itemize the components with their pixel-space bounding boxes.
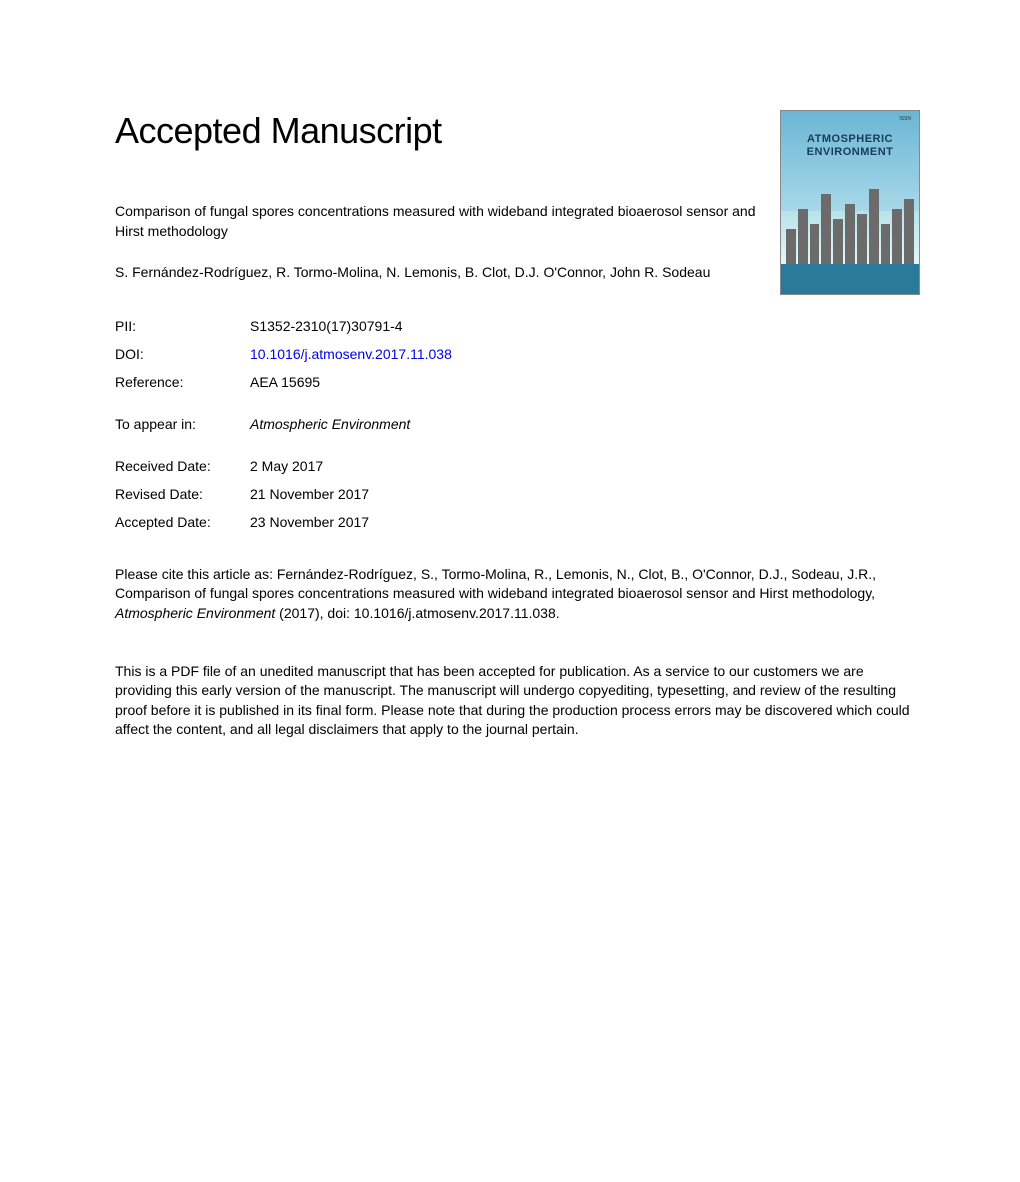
article-authors: S. Fernández-Rodríguez, R. Tormo-Molina,… bbox=[115, 263, 775, 283]
doi-label: DOI: bbox=[115, 346, 250, 362]
metadata-row-accepted: Accepted Date: 23 November 2017 bbox=[115, 514, 920, 530]
building-bar bbox=[845, 204, 855, 264]
cover-journal-title: ATMOSPHERIC ENVIRONMENT bbox=[781, 133, 919, 159]
revised-value: 21 November 2017 bbox=[250, 486, 369, 502]
citation-journal: Atmospheric Environment bbox=[115, 605, 275, 621]
building-bar bbox=[881, 224, 891, 264]
building-bar bbox=[904, 199, 914, 264]
citation-prefix: Please cite this article as: Fernández-R… bbox=[115, 566, 876, 602]
page-title: Accepted Manuscript bbox=[115, 110, 442, 152]
cover-title-line2: ENVIRONMENT bbox=[807, 146, 894, 158]
metadata-row-reference: Reference: AEA 15695 bbox=[115, 374, 920, 390]
metadata-row-received: Received Date: 2 May 2017 bbox=[115, 458, 920, 474]
cover-title-line1: ATMOSPHERIC bbox=[807, 133, 893, 145]
cover-skyline bbox=[781, 184, 919, 264]
received-value: 2 May 2017 bbox=[250, 458, 323, 474]
building-bar bbox=[892, 209, 902, 264]
doi-link[interactable]: 10.1016/j.atmosenv.2017.11.038 bbox=[250, 346, 452, 362]
citation-suffix: (2017), doi: 10.1016/j.atmosenv.2017.11.… bbox=[275, 605, 559, 621]
building-bar bbox=[857, 214, 867, 264]
building-bar bbox=[798, 209, 808, 264]
reference-label: Reference: bbox=[115, 374, 250, 390]
citation-text: Please cite this article as: Fernández-R… bbox=[115, 565, 920, 624]
metadata-row-revised: Revised Date: 21 November 2017 bbox=[115, 486, 920, 502]
cover-bottom-band bbox=[781, 264, 919, 294]
building-bar bbox=[833, 219, 843, 264]
article-title: Comparison of fungal spores concentratio… bbox=[115, 202, 775, 241]
reference-value: AEA 15695 bbox=[250, 374, 320, 390]
journal-cover-thumbnail: ISSN ATMOSPHERIC ENVIRONMENT bbox=[780, 110, 920, 295]
revised-label: Revised Date: bbox=[115, 486, 250, 502]
disclaimer-text: This is a PDF file of an unedited manusc… bbox=[115, 662, 920, 740]
building-bar bbox=[786, 229, 796, 264]
metadata-row-pii: PII: S1352-2310(17)30791-4 bbox=[115, 318, 920, 334]
accepted-label: Accepted Date: bbox=[115, 514, 250, 530]
appear-label: To appear in: bbox=[115, 416, 250, 432]
metadata-row-doi: DOI: 10.1016/j.atmosenv.2017.11.038 bbox=[115, 346, 920, 362]
received-label: Received Date: bbox=[115, 458, 250, 474]
cover-issn-label: ISSN bbox=[899, 116, 911, 122]
pii-label: PII: bbox=[115, 318, 250, 334]
pii-value: S1352-2310(17)30791-4 bbox=[250, 318, 403, 334]
building-bar bbox=[869, 189, 879, 264]
building-bar bbox=[810, 224, 820, 264]
appear-value: Atmospheric Environment bbox=[250, 416, 410, 432]
metadata-row-appear: To appear in: Atmospheric Environment bbox=[115, 416, 920, 432]
metadata-section: PII: S1352-2310(17)30791-4 DOI: 10.1016/… bbox=[115, 318, 920, 530]
building-bar bbox=[821, 194, 831, 264]
accepted-value: 23 November 2017 bbox=[250, 514, 369, 530]
